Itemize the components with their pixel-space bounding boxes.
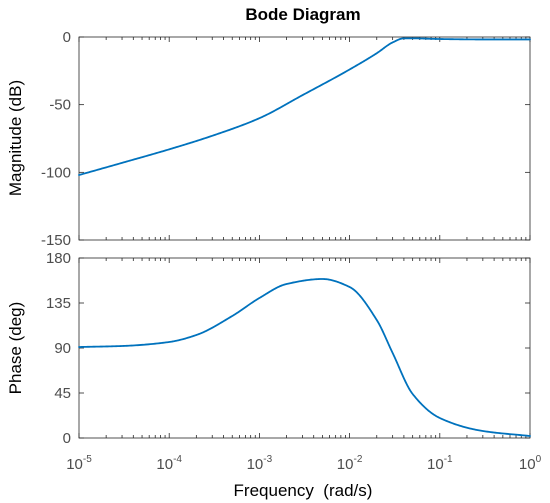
frequency-tick-label: 10-4 — [156, 454, 182, 473]
tick-base: 10 — [427, 456, 444, 473]
magnitude-y-ticks: 0 -50 -100 -150 — [41, 29, 530, 249]
phase-y-tick-label: 180 — [46, 250, 71, 267]
magnitude-y-tick-label: -50 — [49, 97, 71, 114]
magnitude-y-tick-label: -100 — [41, 164, 71, 181]
phase-curve — [78, 278, 531, 437]
phase-y-tick-label: 135 — [46, 295, 71, 312]
tick-base: 10 — [337, 456, 354, 473]
tick-base: 10 — [519, 456, 536, 473]
phase-y-ticks: 180 135 90 45 0 — [46, 250, 530, 447]
tick-exponent: -3 — [263, 454, 272, 465]
chart-title: Bode Diagram — [245, 5, 360, 24]
phase-y-tick-label: 90 — [54, 340, 71, 357]
frequency-tick-label: 10-2 — [337, 454, 363, 473]
tick-base: 10 — [66, 456, 83, 473]
magnitude-y-tick-label: 0 — [63, 29, 71, 46]
frequency-axis-label: Frequency (rad/s) — [234, 481, 373, 500]
phase-y-tick-label: 0 — [63, 430, 71, 447]
tick-exponent: 0 — [536, 454, 542, 465]
tick-base: 10 — [156, 456, 173, 473]
phase-axes — [78, 257, 531, 439]
frequency-tick-label: 10-5 — [66, 454, 92, 473]
frequency-tick-label: 100 — [519, 454, 542, 473]
frequency-tick-label: 10-1 — [427, 454, 453, 473]
frequency-tick-label: 10-3 — [247, 454, 273, 473]
phase-axis-label: Phase (deg) — [6, 302, 25, 395]
magnitude-x-ticks — [78, 37, 531, 240]
magnitude-y-tick-label: -150 — [41, 232, 71, 249]
magnitude-axes — [78, 36, 531, 241]
phase-x-ticks — [78, 258, 531, 438]
tick-exponent: -1 — [444, 454, 453, 465]
magnitude-curve — [78, 37, 531, 176]
frequency-tick-labels: 10-5 10-4 10-3 10-2 10-1 100 — [66, 454, 541, 473]
magnitude-panel: 0 -50 -100 -150 Magnitude (dB) — [6, 29, 531, 249]
tick-base: 10 — [247, 456, 264, 473]
phase-y-tick-label: 45 — [54, 385, 71, 402]
phase-panel: 180 135 90 45 0 Phase (deg) — [6, 250, 531, 447]
tick-exponent: -2 — [353, 454, 362, 465]
tick-exponent: -4 — [173, 454, 182, 465]
magnitude-axis-label: Magnitude (dB) — [6, 80, 25, 196]
tick-exponent: -5 — [83, 454, 92, 465]
